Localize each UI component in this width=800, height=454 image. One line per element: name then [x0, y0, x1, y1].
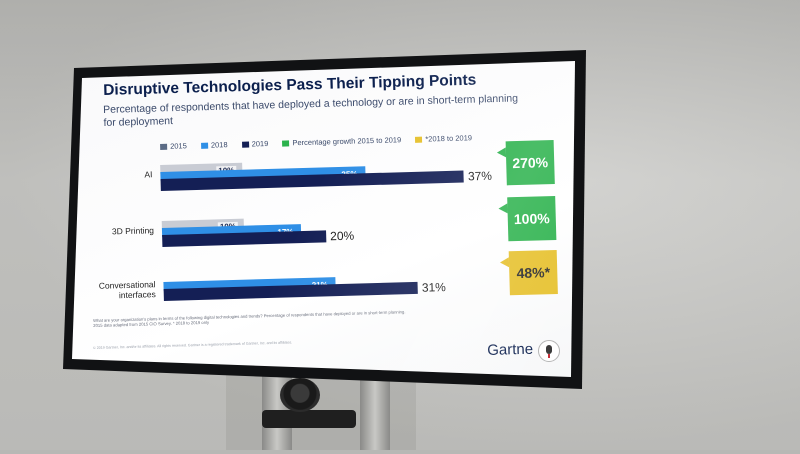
conference-camera-icon: [280, 378, 320, 412]
growth-badge: 48%*: [508, 249, 558, 296]
gartner-logo: Gartne: [487, 340, 534, 359]
growth-badge: 270%: [505, 140, 555, 186]
category-label: Conversational interfaces: [98, 279, 156, 301]
category-label: 3D Printing: [111, 225, 155, 237]
microphone-icon: [538, 340, 560, 362]
conference-camera-base: [262, 410, 356, 428]
bar-end-label: 37%: [467, 168, 493, 184]
growth-badge: 100%: [507, 195, 557, 242]
mount-pole-right: [360, 372, 390, 450]
bar-end-label: 20%: [330, 228, 355, 244]
category-label: AI: [144, 169, 153, 180]
bar-end-label: 31%: [421, 280, 447, 295]
